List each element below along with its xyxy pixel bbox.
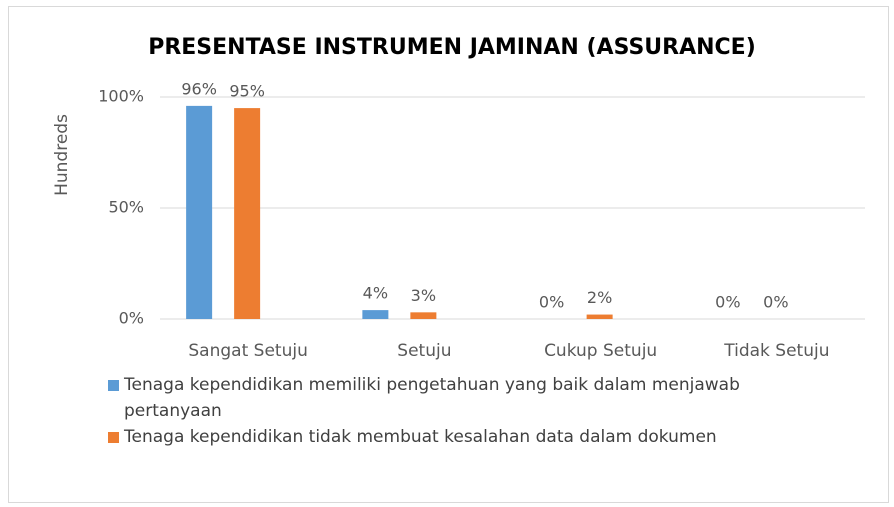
data-label: 95% xyxy=(229,82,265,101)
bar xyxy=(586,314,613,319)
data-label: 3% xyxy=(411,286,436,305)
x-tick-label: Sangat Setuju xyxy=(188,341,307,361)
bar xyxy=(410,312,437,319)
data-label: 96% xyxy=(181,79,217,98)
y-tick-label: 100% xyxy=(98,87,144,106)
legend: Tenaga kependidikan memiliki pengetahuan… xyxy=(108,372,828,450)
chart-title: PRESENTASE INSTRUMEN JAMINAN (ASSURANCE) xyxy=(148,35,756,60)
data-label: 0% xyxy=(539,293,564,312)
bar xyxy=(234,108,261,319)
bar xyxy=(186,105,213,319)
data-label: 0% xyxy=(715,293,740,312)
chart-border xyxy=(8,6,889,503)
legend-swatch xyxy=(108,380,119,391)
legend-label: Tenaga kependidikan memiliki pengetahuan… xyxy=(124,375,740,421)
y-tick-label: 0% xyxy=(119,309,144,328)
bar xyxy=(362,310,389,319)
legend-label: Tenaga kependidikan tidak membuat kesala… xyxy=(124,427,717,447)
legend-entry: Tenaga kependidikan memiliki pengetahuan… xyxy=(108,372,828,424)
x-tick-label: Tidak Setuju xyxy=(723,341,829,361)
y-axis-label: Hundreds xyxy=(52,114,72,196)
legend-swatch xyxy=(108,432,119,443)
x-tick-label: Cukup Setuju xyxy=(544,341,657,361)
legend-entry: Tenaga kependidikan tidak membuat kesala… xyxy=(108,424,828,450)
data-label: 2% xyxy=(587,288,612,307)
data-label: 0% xyxy=(763,293,788,312)
y-tick-label: 50% xyxy=(108,198,144,217)
data-label: 4% xyxy=(363,284,388,303)
x-tick-label: Setuju xyxy=(397,341,451,361)
